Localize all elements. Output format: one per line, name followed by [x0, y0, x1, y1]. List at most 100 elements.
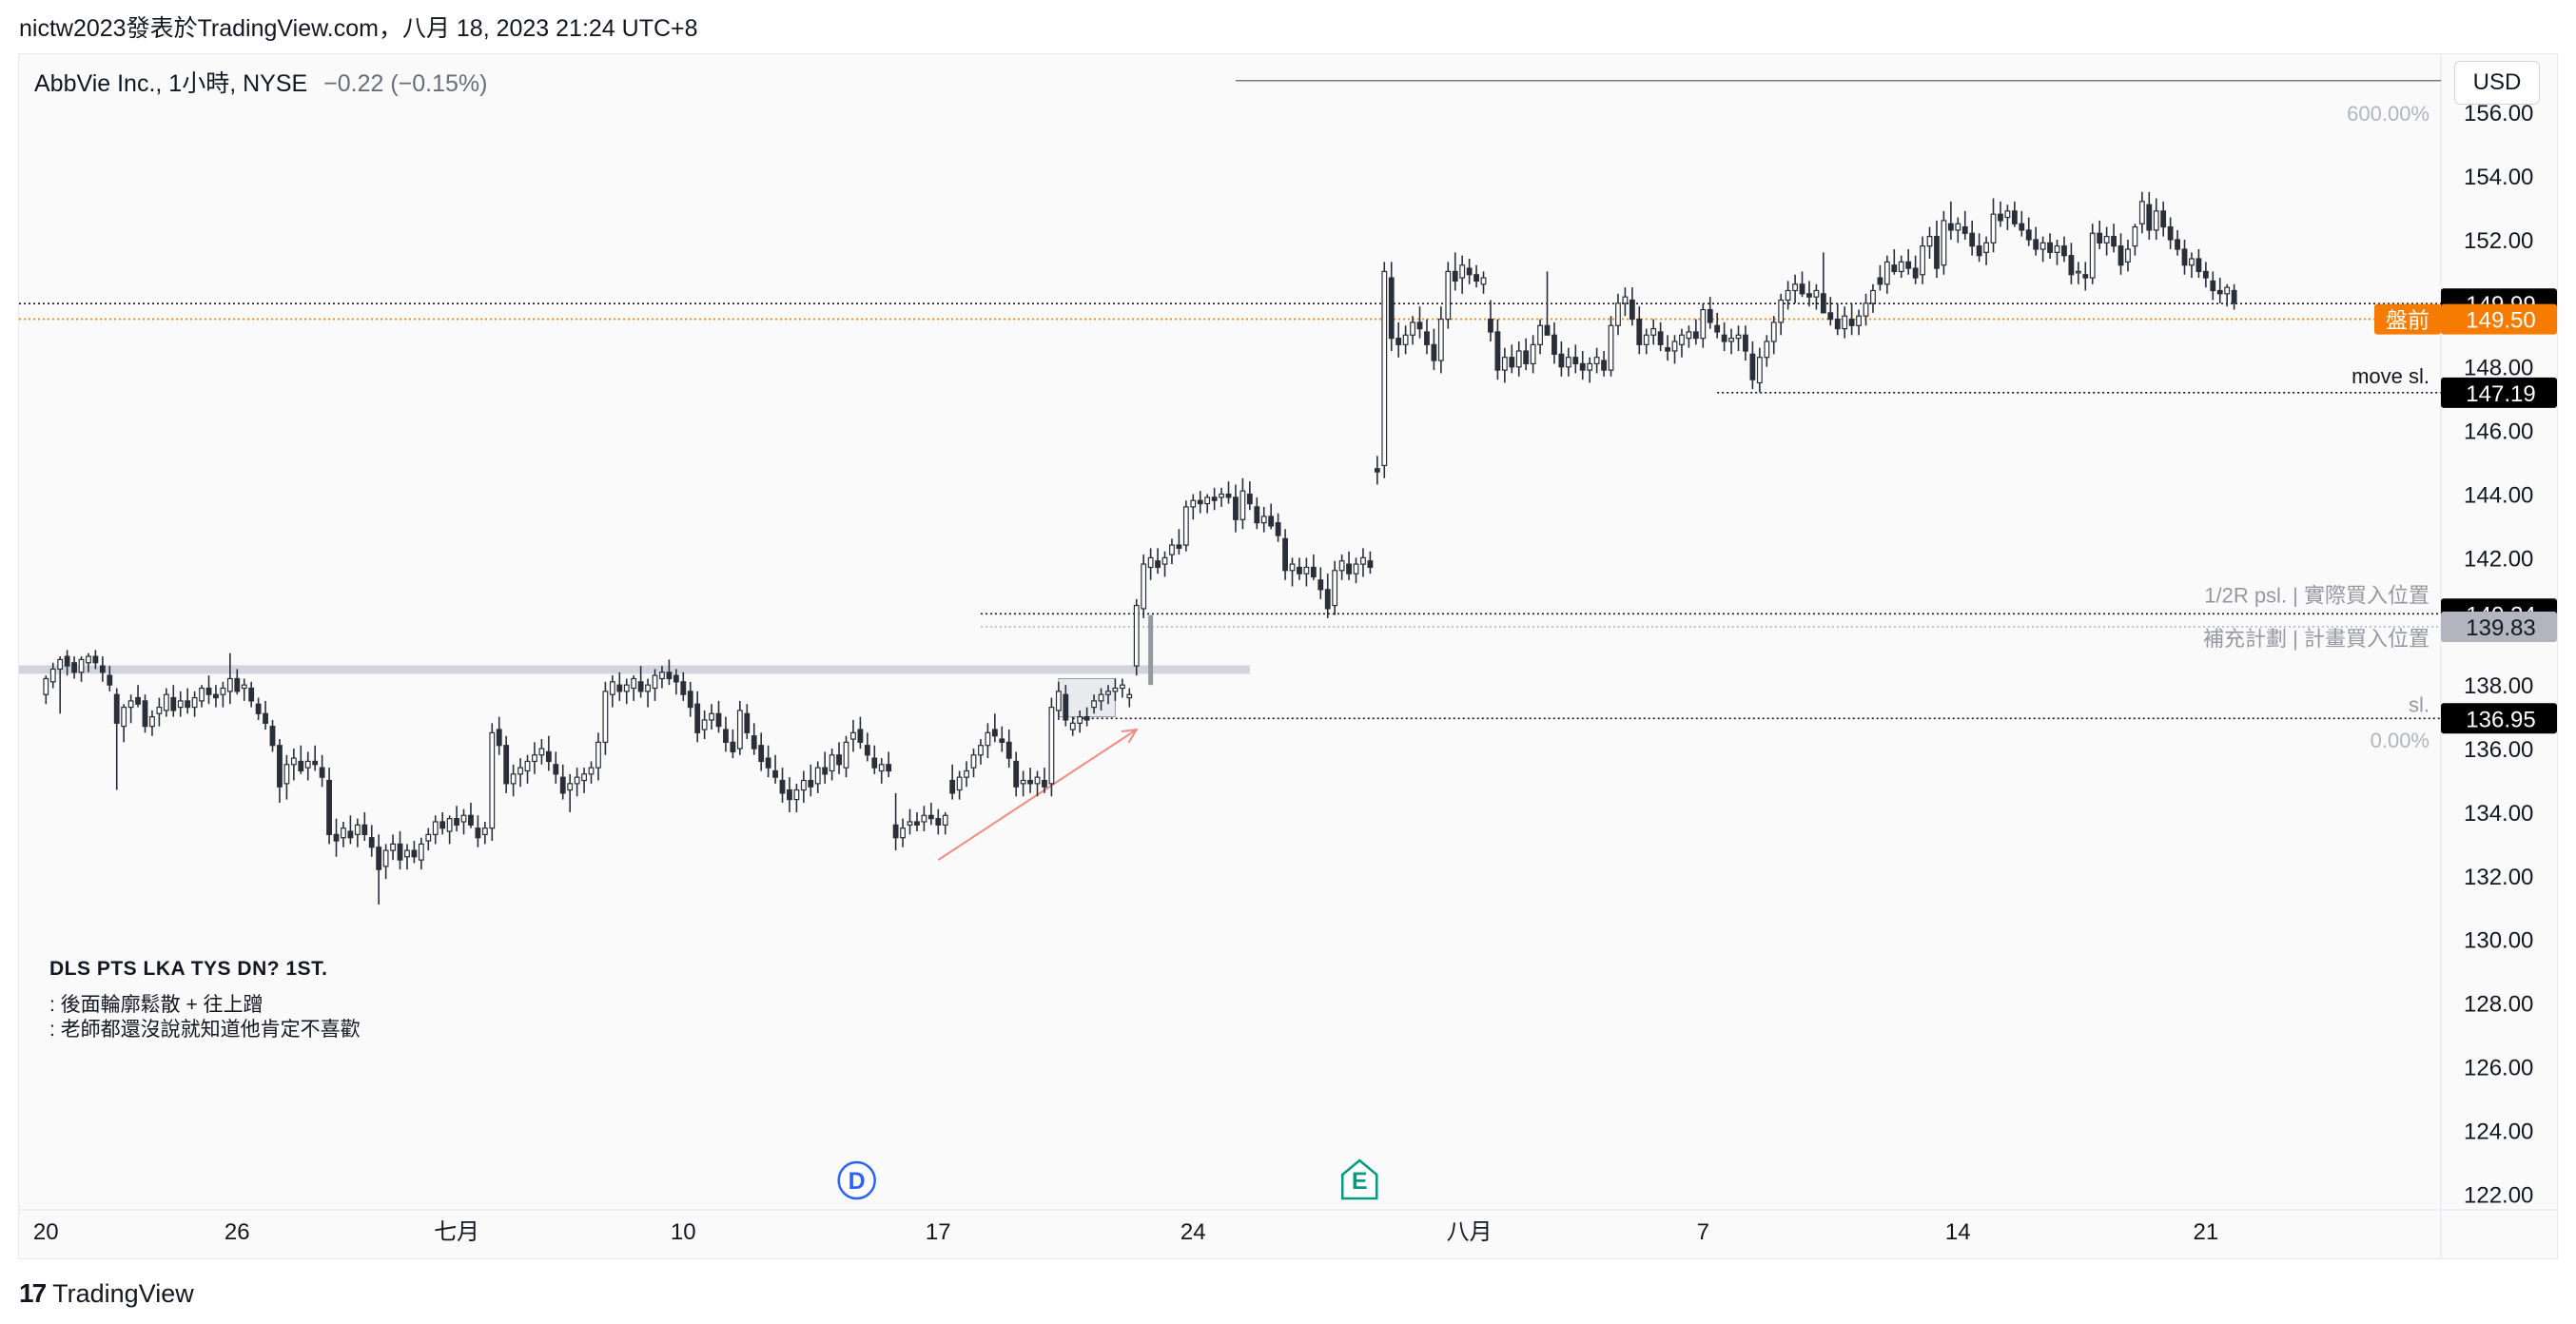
candle-body	[2231, 289, 2237, 304]
candle-body	[850, 731, 856, 740]
candle-body	[914, 821, 920, 826]
candle-body	[341, 828, 346, 839]
candle-body	[1297, 566, 1302, 574]
dividend-event-icon	[837, 1160, 876, 1200]
axis-price-text: 139.83	[2466, 615, 2535, 641]
candle-body	[822, 767, 829, 775]
candle-body	[361, 824, 368, 835]
candle-body	[92, 655, 99, 664]
candle-body	[2138, 201, 2145, 224]
candle-body	[1721, 334, 1727, 342]
candle-body	[1692, 331, 1699, 340]
currency-button[interactable]: USD	[2454, 61, 2540, 105]
candle-body	[857, 729, 864, 743]
candle-body	[2019, 223, 2025, 231]
candle-body	[107, 674, 113, 686]
candle-body	[1083, 716, 1090, 721]
candle-body	[1905, 261, 1912, 269]
candle-body	[354, 824, 361, 835]
price-tick-label: 138.00	[2464, 673, 2533, 699]
candle-body	[1027, 779, 1033, 785]
candle-body	[2004, 210, 2011, 219]
candle-body	[248, 687, 255, 702]
price-tick-label: 122.00	[2464, 1182, 2533, 1208]
candle-body	[1947, 223, 1954, 231]
candle-body	[127, 700, 134, 709]
candle-body	[886, 764, 892, 772]
premarket-tag	[2374, 303, 2441, 335]
candle-body	[397, 843, 403, 861]
candle-body	[1091, 700, 1097, 709]
candle-body	[1700, 308, 1707, 340]
tradingview-footer[interactable]: 17 TradingView	[19, 1275, 194, 1313]
time-tick-label: 21	[2193, 1219, 2218, 1245]
candle-body	[234, 677, 241, 692]
candle-body	[1976, 245, 1982, 257]
candle-body	[1020, 779, 1026, 785]
candle-body	[588, 767, 595, 775]
candle-body	[1827, 312, 1834, 321]
candle-body	[226, 677, 233, 692]
candle-body	[1565, 357, 1571, 368]
tradingview-logo-icon: 17	[19, 1278, 47, 1308]
candle-body	[1735, 334, 1742, 340]
idea-notes: DLS PTS LKA TYS DN? 1ST. : 後面輪廓鬆散 + 往上蹭 …	[49, 957, 361, 1042]
level-annotation: 補充計劃 | 計畫買入位置	[2203, 627, 2430, 651]
level-annotation: 1/2R psl. | 實際買入位置	[2204, 583, 2430, 607]
candle-body	[765, 757, 771, 769]
candle-body	[326, 779, 332, 835]
candle-body	[468, 814, 474, 826]
price-tick-label: 152.00	[2464, 228, 2533, 254]
candle-body	[616, 684, 623, 692]
candlestick-chart[interactable]: 156.00154.00152.00150.00148.00146.00144.…	[0, 0, 2576, 1275]
candle-body	[510, 773, 517, 785]
candle-body	[1445, 270, 1452, 321]
candle-body	[736, 710, 743, 750]
candle-body	[871, 757, 878, 769]
candle-body	[1509, 357, 1515, 368]
candle-body	[2202, 270, 2209, 279]
candle-body	[1353, 563, 1359, 574]
axis-price-text: 149.50	[2466, 308, 2535, 334]
candles-group	[43, 191, 2237, 905]
support-zone	[19, 665, 1250, 674]
candle-body	[2167, 225, 2174, 241]
candle-body	[1459, 264, 1466, 279]
candle-body	[205, 687, 212, 695]
time-tick-label: 20	[33, 1219, 59, 1245]
candle-body	[1834, 318, 1841, 330]
candle-body	[1572, 357, 1579, 365]
candle-body	[1671, 341, 1678, 352]
candle-body	[2132, 225, 2138, 247]
candle-body	[1756, 357, 1763, 384]
candle-body	[2175, 239, 2180, 250]
candle-body	[78, 658, 85, 673]
candle-body	[1488, 318, 1493, 333]
candle-body	[1523, 350, 1530, 365]
candle-body	[787, 789, 792, 801]
level-annotation: 600.00%	[2347, 102, 2430, 126]
price-tick-label: 130.00	[2464, 928, 2533, 954]
candle-body	[559, 776, 566, 794]
price-tick-label: 126.00	[2464, 1056, 2533, 1081]
candle-body	[418, 843, 424, 861]
candle-body	[1303, 566, 1310, 574]
candle-body	[1749, 353, 1756, 380]
candle-body	[970, 754, 977, 769]
candle-body	[949, 779, 956, 794]
axis-price-text: 136.95	[2466, 707, 2535, 732]
symbol-legend[interactable]: AbbVie Inc., 1小時, NYSE −0.22 (−0.15%)	[34, 65, 487, 99]
time-tick-label: 26	[224, 1219, 250, 1245]
candle-body	[1239, 490, 1246, 520]
candle-body	[1310, 566, 1317, 578]
candle-body	[220, 687, 226, 695]
candle-body	[1494, 331, 1501, 371]
candle-body	[411, 849, 418, 858]
candle-body	[347, 830, 354, 839]
price-tick-label: 144.00	[2464, 483, 2533, 509]
candle-body	[659, 672, 665, 680]
candle-body	[1679, 334, 1685, 345]
candle-body	[687, 691, 693, 709]
candle-body	[113, 693, 120, 724]
candle-body	[1176, 544, 1182, 549]
